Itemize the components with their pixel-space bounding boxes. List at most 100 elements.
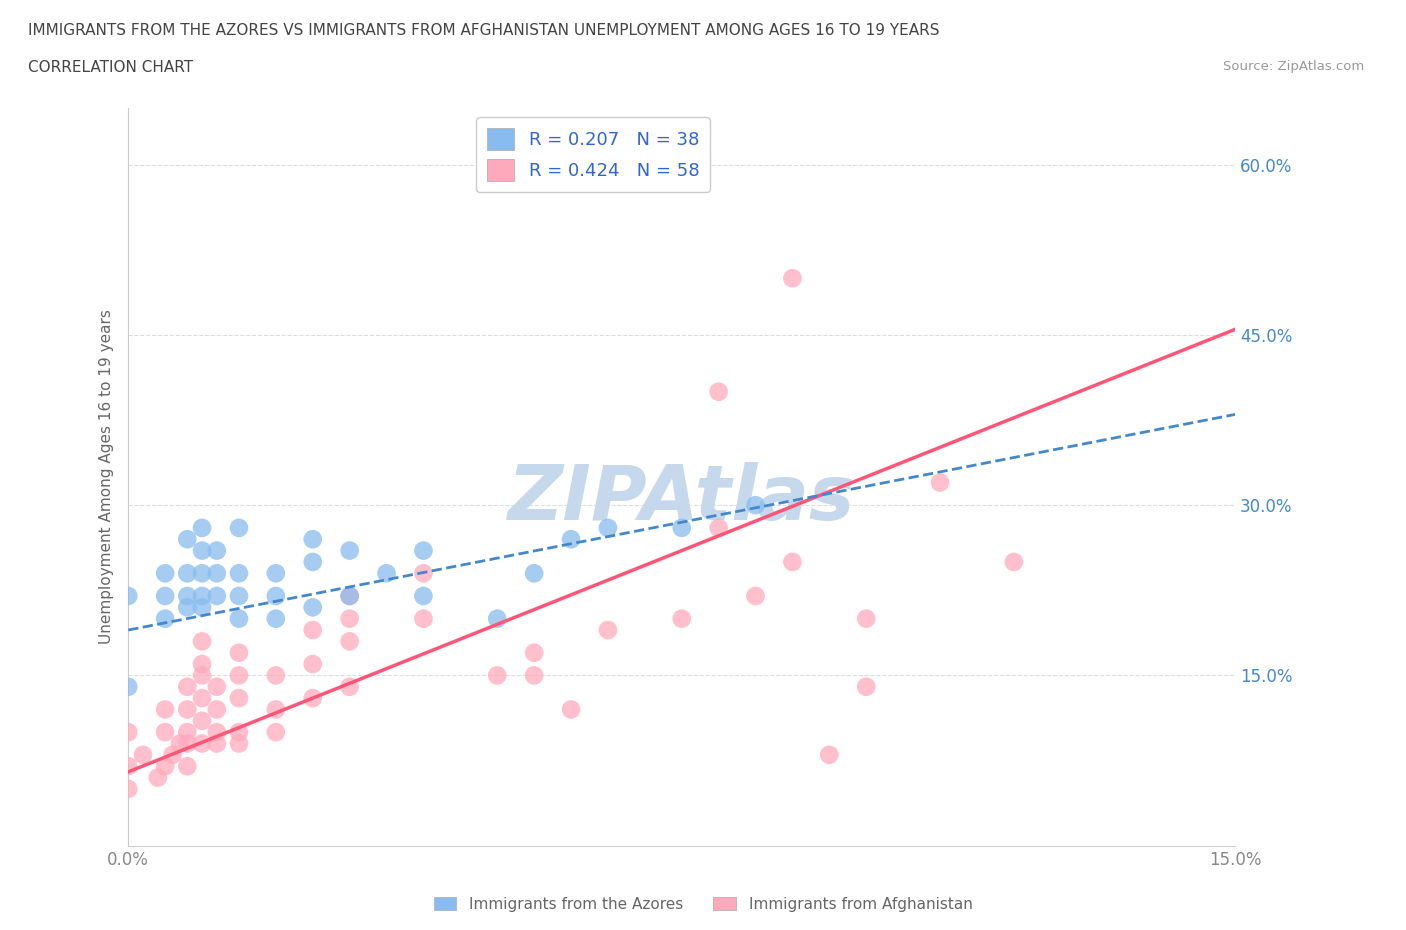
Point (523, 645, 546, 660)
Point (228, 736, 250, 751)
Text: Source: ZipAtlas.com: Source: ZipAtlas.com (1223, 60, 1364, 73)
Point (228, 668, 250, 683)
Y-axis label: Unemployment Among Ages 16 to 19 years: Unemployment Among Ages 16 to 19 years (100, 310, 114, 644)
Point (264, 702, 287, 717)
Point (671, 611, 693, 626)
Point (1002, 554, 1025, 569)
Point (301, 532, 323, 547)
Point (412, 589, 434, 604)
Point (301, 657, 323, 671)
Point (191, 589, 214, 604)
Point (153, 759, 176, 774)
Point (176, 702, 198, 717)
Text: CORRELATION CHART: CORRELATION CHART (28, 60, 193, 75)
Point (117, 759, 139, 774)
Point (818, 748, 841, 763)
Point (153, 724, 176, 739)
Point (191, 713, 214, 728)
Point (301, 691, 323, 706)
Point (191, 668, 214, 683)
Point (176, 600, 198, 615)
Point (176, 736, 198, 751)
Point (191, 634, 214, 649)
Point (264, 611, 287, 626)
Point (153, 565, 176, 580)
Point (117, 679, 139, 694)
Point (176, 759, 198, 774)
Point (176, 724, 198, 739)
Point (412, 611, 434, 626)
Point (744, 589, 766, 604)
Point (560, 532, 582, 547)
Point (228, 521, 250, 536)
Point (264, 565, 287, 580)
Point (191, 521, 214, 536)
Point (191, 657, 214, 671)
Point (301, 554, 323, 569)
Point (228, 691, 250, 706)
Point (264, 589, 287, 604)
Point (264, 668, 287, 683)
Point (153, 611, 176, 626)
Point (301, 600, 323, 615)
Point (523, 565, 546, 580)
Point (169, 736, 191, 751)
Point (339, 589, 361, 604)
Point (176, 589, 198, 604)
Point (596, 521, 619, 536)
Point (339, 543, 361, 558)
Point (228, 565, 250, 580)
Point (339, 611, 361, 626)
Point (782, 271, 804, 286)
Point (264, 724, 287, 739)
Text: IMMIGRANTS FROM THE AZORES VS IMMIGRANTS FROM AFGHANISTAN UNEMPLOYMENT AMONG AGE: IMMIGRANTS FROM THE AZORES VS IMMIGRANTS… (28, 23, 939, 38)
Point (191, 543, 214, 558)
Point (153, 702, 176, 717)
Point (339, 679, 361, 694)
Point (205, 736, 228, 751)
Point (301, 622, 323, 637)
Legend: Immigrants from the Azores, Immigrants from Afghanistan: Immigrants from the Azores, Immigrants f… (427, 890, 979, 918)
Point (412, 565, 434, 580)
Point (191, 565, 214, 580)
Point (191, 691, 214, 706)
Point (205, 565, 228, 580)
Point (205, 702, 228, 717)
Point (162, 748, 184, 763)
Point (117, 724, 139, 739)
Point (560, 702, 582, 717)
Point (205, 679, 228, 694)
Point (191, 600, 214, 615)
Point (117, 781, 139, 796)
Point (486, 668, 509, 683)
Point (339, 634, 361, 649)
Point (523, 668, 546, 683)
Point (205, 724, 228, 739)
Point (486, 611, 509, 626)
Legend: R = 0.207   N = 38, R = 0.424   N = 58: R = 0.207 N = 38, R = 0.424 N = 58 (477, 117, 710, 192)
Point (146, 770, 169, 785)
Point (205, 589, 228, 604)
Point (132, 748, 155, 763)
Point (707, 384, 730, 399)
Point (707, 521, 730, 536)
Point (228, 611, 250, 626)
Point (596, 622, 619, 637)
Text: ZIPAtlas: ZIPAtlas (508, 462, 855, 536)
Point (205, 543, 228, 558)
Point (671, 521, 693, 536)
Point (228, 724, 250, 739)
Point (744, 498, 766, 512)
Point (375, 565, 398, 580)
Point (191, 736, 214, 751)
Point (929, 475, 952, 490)
Point (228, 589, 250, 604)
Point (228, 645, 250, 660)
Point (176, 679, 198, 694)
Point (412, 543, 434, 558)
Point (339, 589, 361, 604)
Point (855, 679, 877, 694)
Point (782, 554, 804, 569)
Point (176, 565, 198, 580)
Point (855, 611, 877, 626)
